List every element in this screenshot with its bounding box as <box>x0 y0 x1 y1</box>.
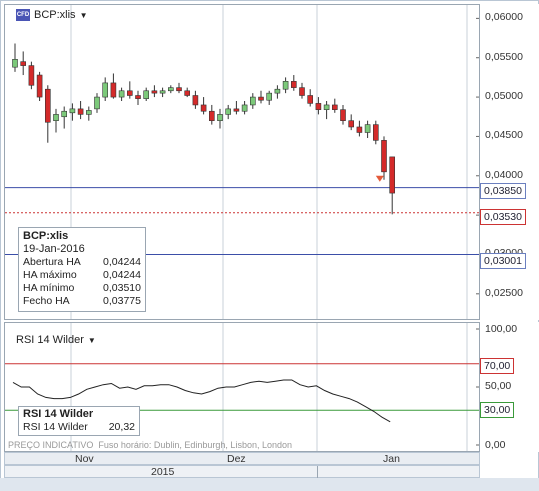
candle-body <box>323 104 330 110</box>
candle-body <box>77 108 84 115</box>
time-axis[interactable]: Nov Dez Jan <box>4 452 480 465</box>
candle-body <box>118 90 125 98</box>
price-chart[interactable] <box>5 5 479 319</box>
candle-body <box>110 82 117 98</box>
rsi-axis[interactable]: 100,00 50,00 0,00 <box>480 322 539 452</box>
rsi-legend: RSI 14 Wilder RSI 14 Wilder 20,32 <box>18 406 140 436</box>
chevron-down-icon: ▼ <box>79 10 88 20</box>
year-label: 2015 <box>151 466 175 478</box>
rsi-legend-title: RSI 14 Wilder <box>23 408 94 420</box>
horizontal-scrollbar[interactable] <box>0 478 539 491</box>
month-label-dez: Dez <box>227 453 246 465</box>
footer-note: PREÇO INDICATIVO Fuso horário: Dublin, E… <box>8 440 292 450</box>
candle-body <box>176 87 182 92</box>
candle-body <box>36 74 43 98</box>
price-axis-label: 0,02500 <box>485 286 523 299</box>
month-label-nov: Nov <box>75 453 94 465</box>
candle-body <box>233 108 240 112</box>
rsi-axis-label-50: 50,00 <box>485 380 512 392</box>
rsi-axis-label-0: 0,00 <box>485 439 506 451</box>
price-axis[interactable]: 0,06000 0,05500 0,05000 0,04500 0,04000 0,035… <box>480 4 539 320</box>
candle-body <box>217 114 223 121</box>
instrument-selector[interactable]: CFD BCP:xlis ▼ <box>16 9 87 21</box>
price-axis-label: 0,04500 <box>485 129 523 142</box>
candle-body <box>274 88 281 94</box>
rsi-axis-label-100: 100,00 <box>485 323 518 335</box>
year-divider <box>317 466 318 478</box>
price-axis-label: 0,05000 <box>485 90 523 103</box>
year-axis: 2015 <box>4 465 480 478</box>
rsi-indicator-selector[interactable]: RSI 14 Wilder ▼ <box>16 334 96 346</box>
chevron-down-icon: ▼ <box>87 335 96 345</box>
candle-body <box>184 90 190 96</box>
price-axis-label: 0,04000 <box>485 168 523 181</box>
candle-body <box>28 65 35 86</box>
price-axis-label: 0,06000 <box>485 11 523 24</box>
candle-body <box>200 104 207 112</box>
ohlc-row-low: HA mínimo 0,03510 <box>23 282 141 294</box>
candle-body <box>69 108 76 114</box>
ohlc-legend-title: BCP:xlis <box>23 230 69 242</box>
candle-body <box>12 59 18 68</box>
candle-body <box>86 110 92 115</box>
candle-body <box>151 90 158 94</box>
candle-body <box>250 96 256 106</box>
candle-body <box>61 110 68 118</box>
rsi-level-upper-tag: 70,00 <box>480 358 515 374</box>
candle-body <box>168 87 174 92</box>
candle-body <box>102 82 108 98</box>
candle-body <box>315 103 322 110</box>
candle-body <box>331 104 338 110</box>
rsi-indicator-label: RSI 14 Wilder <box>16 334 84 346</box>
candle-body <box>356 126 363 133</box>
candle-body <box>282 81 289 90</box>
candle-body <box>258 96 264 101</box>
candle-body <box>307 95 314 104</box>
ohlc-row-open: Abertura HA 0,04244 <box>23 256 141 268</box>
candle-body <box>143 90 149 99</box>
ohlc-row-close: Fecho HA 0,03775 <box>23 295 141 307</box>
candle-body <box>364 124 371 133</box>
candle-body <box>266 92 273 101</box>
candle-body <box>44 88 51 123</box>
alert-triangle-icon <box>375 175 384 182</box>
candle-body <box>340 109 346 121</box>
ohlc-legend: BCP:xlis 19-Jan-2016 Abertura HA 0,04244 … <box>18 227 146 312</box>
candle-body <box>389 156 396 194</box>
candle-body <box>20 61 26 66</box>
instrument-symbol: BCP:xlis <box>34 9 76 21</box>
candle-body <box>192 95 199 106</box>
ohlc-legend-date: 19-Jan-2016 <box>23 243 85 255</box>
cfd-badge-icon: CFD <box>16 9 30 21</box>
candle-body <box>94 96 100 110</box>
price-tag-line-b: 0,03001 <box>480 253 526 269</box>
candle-body <box>53 114 59 121</box>
month-label-jan: Jan <box>383 453 400 465</box>
candle-body <box>299 87 305 96</box>
ohlc-row-high: HA máximo 0,04244 <box>23 269 141 281</box>
rsi-level-lower-tag: 30,00 <box>480 402 515 418</box>
candle-body <box>381 140 387 173</box>
candle-body <box>241 104 248 112</box>
candle-body <box>209 110 215 121</box>
candle-body <box>372 124 379 141</box>
candle-body <box>225 108 231 115</box>
price-tag-line-a: 0,03850 <box>480 183 526 199</box>
candle-body <box>159 90 166 94</box>
candle-body <box>127 90 133 96</box>
candle-body <box>290 81 297 88</box>
price-tag-current: 0,03530 <box>480 209 526 225</box>
rsi-line <box>12 379 391 423</box>
rsi-legend-row: RSI 14 Wilder 20,32 <box>23 421 135 433</box>
price-axis-label: 0,05500 <box>485 50 523 63</box>
candle-body <box>348 120 355 128</box>
candle-body <box>135 95 141 99</box>
